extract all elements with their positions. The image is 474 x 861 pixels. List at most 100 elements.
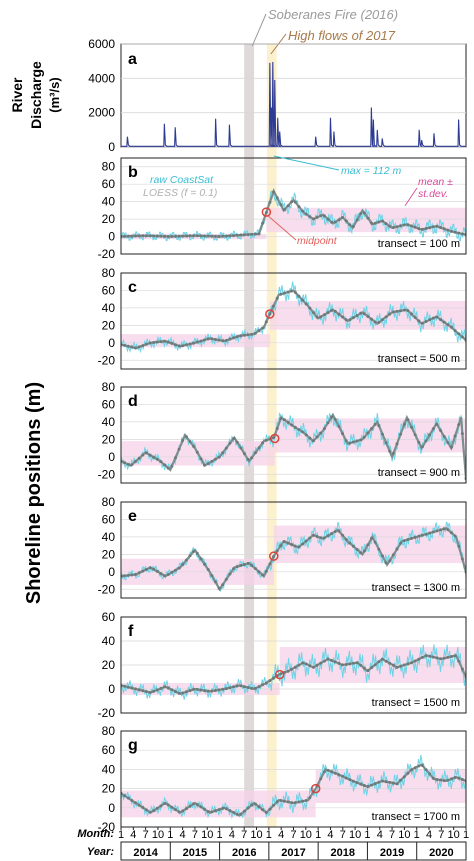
panel-d-loess-marker [177, 447, 181, 451]
panel-a-ytick-label: 0 [108, 140, 115, 154]
panel-e-transect-label: transect = 1300 m [372, 582, 460, 594]
panel-e-loess-marker [272, 555, 275, 559]
panel-e-loess-marker [301, 542, 305, 546]
panel-e-loess-marker [250, 563, 254, 567]
panel-e-loess-marker [228, 572, 232, 576]
panel-e-loess-marker [377, 547, 381, 551]
panel-c-loess-marker [206, 337, 210, 341]
panel-e-loess-marker [184, 558, 188, 562]
panel-d-loess-marker [406, 418, 410, 422]
panel-c-loess-marker [126, 344, 130, 348]
panel-c-loess-marker [272, 304, 275, 308]
panel-e-loess-marker [257, 570, 261, 574]
panel-g-loess-marker [322, 770, 326, 774]
panel-b-loess-marker [326, 217, 330, 221]
panel-g-loess-marker [391, 781, 395, 785]
panel-g-loess-marker [395, 782, 399, 786]
panel-b-loess-marker [304, 212, 308, 216]
panel-e-loess-marker [337, 529, 341, 533]
panel-d-midpoint-marker [270, 433, 280, 444]
panel-f-loess-marker [362, 666, 366, 670]
panel-c-loess-marker [228, 337, 232, 341]
panel-f-ytick-label: -20 [98, 706, 116, 720]
year-label: 2019 [380, 847, 404, 859]
panel-c-loess-marker [199, 339, 203, 343]
panel-f-loess-marker [141, 689, 145, 693]
panel-g-loess-marker [268, 807, 272, 811]
panel-c-loess-marker [384, 315, 388, 319]
panel-e-loess-marker [217, 586, 221, 590]
panel-g-loess-marker [206, 810, 210, 814]
panel-g-loess-marker [381, 779, 384, 783]
month-tick-label: 1 [414, 829, 420, 841]
panel-b-loess-marker [373, 221, 377, 225]
discharge-line [121, 62, 466, 147]
panel-e-loess-marker [235, 565, 239, 569]
panel-g-loess-marker [134, 801, 137, 805]
discharge-ylabel-3: (m³/s) [47, 77, 62, 112]
panel-e-loess-marker [224, 577, 228, 581]
panel-g-loess-marker [155, 806, 159, 810]
midpoint-label: midpoint [297, 235, 338, 247]
loess-label: LOESS (f = 0.1) [143, 187, 217, 199]
panel-b-ytick-label: 60 [102, 177, 116, 191]
panel-f-loess-marker [413, 659, 417, 663]
panel-g-loess-marker [217, 808, 221, 812]
panel-d-ytick-label: 40 [102, 415, 116, 429]
panel-b-loess-marker [152, 234, 156, 238]
panel-e-loess-marker [268, 562, 272, 566]
panel-c-loess-marker [406, 309, 410, 313]
midpoint-leader [268, 215, 297, 241]
panel-d-loess-marker [163, 463, 167, 467]
panel-d-loess-marker [337, 425, 341, 428]
panel-f-loess-marker [406, 662, 410, 666]
panel-c-loess-marker [315, 315, 319, 319]
panel-b-loess-marker [286, 204, 290, 208]
panel-f-loess-marker [126, 685, 130, 689]
panel-b-loess-marker [319, 214, 323, 218]
panel-g-loess-marker [450, 777, 453, 781]
panel-b-loess-marker [177, 234, 181, 238]
panel-b-loess-marker [417, 227, 421, 231]
panel-g-ytick-label: 60 [102, 743, 116, 757]
panel-f-loess-marker [431, 655, 435, 659]
month-tick-label: 4 [426, 829, 432, 841]
panel-g-loess-marker [228, 809, 232, 813]
panel-d-loess-marker [312, 439, 315, 443]
panel-d-loess-marker [402, 422, 406, 426]
panel-e-loess-marker [355, 548, 359, 551]
panel-e-loess-marker [210, 574, 214, 577]
panel-f-loess-marker [428, 654, 432, 658]
panel-d-loess-marker [410, 425, 413, 429]
panel-e-loess-marker [381, 554, 384, 558]
panel-f-loess-marker [144, 690, 148, 694]
panel-b-loess-marker [174, 234, 177, 238]
year-label: 2014 [133, 847, 158, 859]
panel-c-loess-marker [170, 341, 174, 345]
panel-b: -20 0 20 40 60 80 b transect = 100 m raw CoastSa… [98, 155, 467, 261]
panel-a-ytick-label: 4000 [88, 71, 115, 85]
panel-e-loess-marker [290, 543, 294, 547]
month-tick-label: 4 [278, 829, 284, 841]
raw-coastsat-label: raw CoastSat [150, 174, 214, 186]
panel-e-loess-marker [177, 566, 181, 570]
panel-d-loess-marker [213, 457, 217, 461]
fire-leader [251, 13, 267, 47]
panel-c-loess-marker [442, 320, 446, 324]
panel-d-loess-marker [199, 457, 203, 461]
panel-c-loess-marker [239, 334, 243, 338]
panel-d-loess-marker [297, 428, 301, 432]
panel-g-loess-marker [130, 799, 134, 802]
panel-b-loess-marker [446, 228, 450, 232]
panel-e-letter: e [128, 508, 137, 525]
panel-d-series [121, 412, 466, 483]
panel-b-loess-marker [126, 234, 130, 238]
panel-d-loess-marker [446, 441, 450, 444]
panel-f-loess-marker [166, 686, 170, 690]
panel-g-loess-marker [399, 778, 403, 782]
panel-c-loess-marker [268, 312, 272, 316]
panel-g-loess-marker [420, 764, 424, 767]
panel-g-loess-marker [192, 802, 196, 806]
panel-g-ytick-label: 0 [108, 801, 115, 815]
panel-d-loess-marker [141, 453, 145, 457]
